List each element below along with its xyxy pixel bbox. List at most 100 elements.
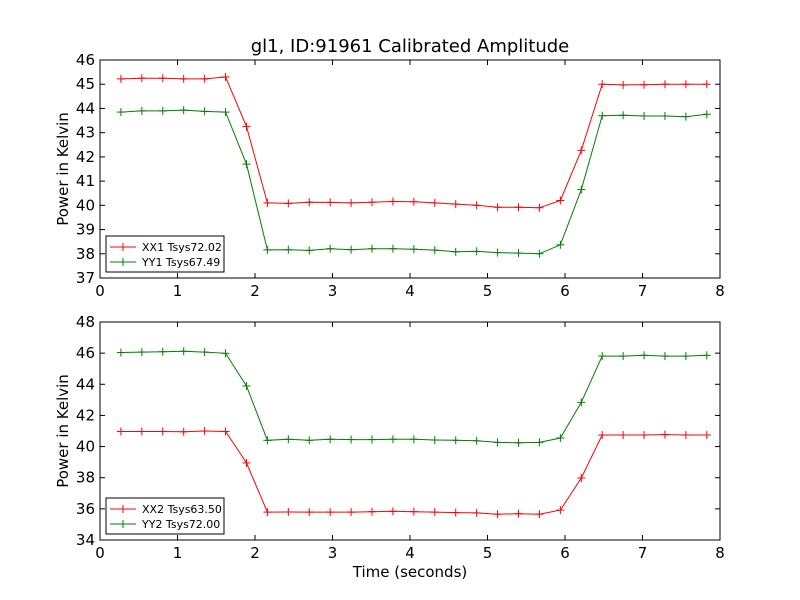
top-series-2-point [179, 106, 188, 115]
top-series-2-point [493, 248, 502, 257]
top-series-2-point [263, 245, 272, 254]
top-series-2-point [409, 245, 418, 254]
bottom-series-1-point [660, 430, 669, 439]
bottom-series-2-point [179, 347, 188, 356]
top-series-1-point [493, 203, 502, 212]
top-legend-label-2: YY1 Tsys67.49 [141, 256, 220, 269]
bottom-series-1-point [702, 431, 711, 440]
top-series-2-point [660, 111, 669, 120]
bottom-y-tick-label: 48 [76, 313, 95, 331]
bottom-y-tick-label: 42 [76, 406, 95, 424]
top-series-2-point [388, 244, 397, 253]
top-y-tick-label: 41 [76, 172, 95, 190]
top-series-2-point [556, 240, 565, 249]
top-y-axis-label: Power in Kelvin [54, 112, 72, 226]
top-series-1-point [535, 203, 544, 212]
top-series-1-point [640, 80, 649, 89]
top-legend-box [105, 235, 225, 273]
top-y-tick-label: 46 [76, 51, 95, 69]
top-y-tick-label: 44 [76, 99, 95, 117]
top-y-tick-label: 37 [76, 269, 95, 287]
bottom-series-2-point [116, 348, 125, 357]
top-series-1-point [242, 122, 251, 131]
bottom-y-tick-label: 44 [76, 375, 95, 393]
bottom-series-2-point [702, 351, 711, 360]
bottom-series-1-point [368, 507, 377, 516]
bottom-series-2-point [158, 347, 167, 356]
bottom-series-1-point [242, 458, 251, 467]
top-series-1-point [681, 80, 690, 89]
top-series-1-point [305, 198, 314, 207]
bottom-series-2-point [388, 435, 397, 444]
top-series-1-point [660, 80, 669, 89]
top-series-1-point [221, 72, 230, 81]
bottom-series-1-point [158, 427, 167, 436]
bottom-series-2-point [598, 352, 607, 361]
top-series-2-point [535, 249, 544, 258]
top-series-2-point [221, 108, 230, 117]
bottom-series-1-point [179, 427, 188, 436]
bottom-series-2-point [221, 349, 230, 358]
bottom-series-2-point [451, 436, 460, 445]
bottom-series-1-point [619, 431, 628, 440]
top-y-tick-label: 42 [76, 148, 95, 166]
top-series-1-point [619, 80, 628, 89]
bottom-series-2-point [556, 434, 565, 443]
top-series-1-point [514, 203, 523, 212]
bottom-series-2-point [305, 436, 314, 445]
bottom-series-2-point [660, 352, 669, 361]
bottom-series-2-point [137, 348, 146, 357]
top-x-tick-label: 8 [715, 282, 725, 300]
bottom-x-tick-label: 3 [328, 544, 338, 562]
top-series-1-point [200, 74, 209, 83]
bottom-series-1-point [284, 507, 293, 516]
bottom-series-2-point [681, 352, 690, 361]
top-series-2-point [702, 110, 711, 119]
top-series-1-point [179, 74, 188, 83]
bottom-series-1-point [388, 507, 397, 516]
top-x-tick-label: 2 [250, 282, 260, 300]
bottom-series-1-point [263, 508, 272, 517]
bottom-series-2-point [619, 352, 628, 361]
top-series-2-point [619, 111, 628, 120]
top-series-2-point [347, 245, 356, 254]
bottom-series-1-point [409, 507, 418, 516]
bottom-series-2-point [514, 438, 523, 447]
top-legend-label-1: XX1 Tsys72.02 [142, 241, 222, 254]
bottom-series-2-point [368, 435, 377, 444]
top-series-2-point [305, 246, 314, 255]
top-y-tick-label: 40 [76, 196, 95, 214]
top-series-1-point [347, 198, 356, 207]
top-series-2-point [242, 160, 251, 169]
top-series-1-point [702, 80, 711, 89]
bottom-series-2-point [640, 351, 649, 360]
bottom-series-1-point [556, 506, 565, 515]
top-series-2-point [577, 185, 586, 194]
bottom-series-2-point [200, 348, 209, 357]
top-series-1-point [326, 198, 335, 207]
top-series-1-point [472, 201, 481, 210]
top-series-2-point [200, 107, 209, 116]
bottom-series-1-point [221, 427, 230, 436]
bottom-x-tick-label: 7 [638, 544, 648, 562]
bottom-series-2-point [409, 435, 418, 444]
top-x-tick-label: 5 [483, 282, 493, 300]
top-y-tick-label: 38 [76, 245, 95, 263]
top-series-1-point [158, 74, 167, 83]
top-x-tick-label: 4 [405, 282, 415, 300]
top-series-2-point [158, 106, 167, 115]
top-series-2-point [640, 111, 649, 120]
top-series-2-point [598, 111, 607, 120]
top-series-2-point [326, 244, 335, 253]
bottom-series-2-point [326, 435, 335, 444]
bottom-y-tick-label: 38 [76, 469, 95, 487]
top-series-2-point [284, 245, 293, 254]
bottom-series-1-point [451, 508, 460, 517]
x-axis-label: Time (seconds) [352, 563, 468, 581]
top-series-2-point [681, 112, 690, 121]
bottom-series-2-point [472, 436, 481, 445]
top-series-2-point [430, 246, 439, 255]
top-series-1-point [577, 146, 586, 155]
